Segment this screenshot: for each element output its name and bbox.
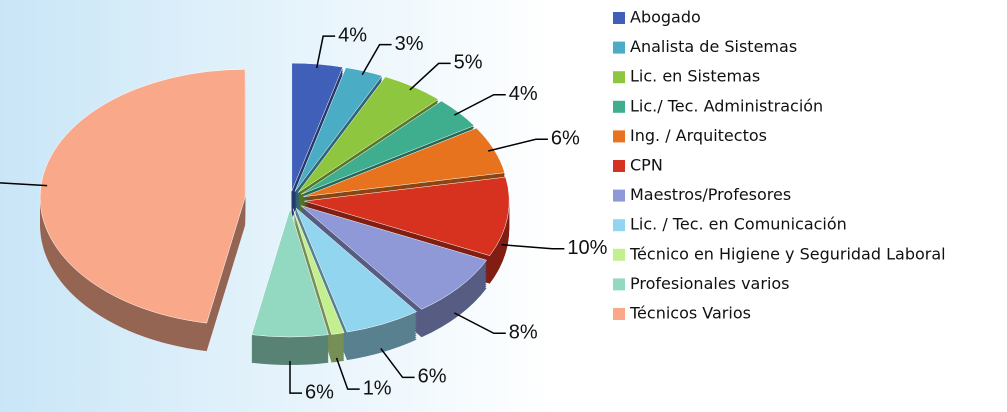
slice bbox=[251, 208, 329, 338]
slice bbox=[292, 208, 345, 335]
leader-line bbox=[315, 35, 336, 69]
legend-swatch bbox=[613, 100, 625, 113]
data-label: 8% bbox=[509, 322, 538, 344]
legend-swatch bbox=[613, 12, 625, 24]
legend-swatch bbox=[613, 71, 625, 84]
legend-swatch bbox=[613, 160, 625, 172]
leader-line bbox=[380, 347, 415, 379]
legend-label: Lic. / Tec. en Comunicación bbox=[630, 215, 847, 234]
legend-label: CPN bbox=[630, 156, 663, 175]
slice bbox=[304, 176, 510, 256]
legend-label: Abogado bbox=[630, 8, 701, 27]
leader-line bbox=[0, 182, 48, 187]
legend-swatch bbox=[613, 130, 625, 143]
legend-swatch bbox=[613, 308, 625, 320]
data-label: 6% bbox=[305, 381, 334, 403]
data-label: 5% bbox=[454, 52, 483, 74]
legend-label: Técnico en Higiene y Seguridad Laboral bbox=[629, 244, 946, 263]
legend-label: Maestros/Profesores bbox=[630, 185, 791, 204]
data-label: 10% bbox=[567, 237, 607, 259]
legend-swatch bbox=[613, 248, 625, 261]
leader-line bbox=[409, 62, 451, 91]
leader-line bbox=[289, 361, 302, 394]
data-label: 1% bbox=[363, 377, 392, 399]
leader-line bbox=[335, 357, 360, 390]
legend-swatch bbox=[613, 278, 625, 291]
leader-line bbox=[361, 43, 392, 76]
legend-label: Ing. / Arquitectos bbox=[630, 126, 767, 145]
legend-swatch bbox=[613, 219, 625, 232]
legend-swatch bbox=[613, 41, 625, 54]
data-label: 6% bbox=[418, 366, 447, 388]
slice bbox=[295, 207, 418, 333]
slice bbox=[300, 205, 487, 310]
leader-line bbox=[501, 243, 565, 250]
legend-label: Analista de Sistemas bbox=[630, 37, 797, 56]
data-label: 6% bbox=[551, 127, 580, 149]
leader-line bbox=[488, 138, 548, 152]
legend-label: Lic./ Tec. Administración bbox=[630, 96, 823, 115]
legend-label: Profesionales varios bbox=[630, 274, 790, 293]
data-label: 4% bbox=[509, 83, 538, 105]
leader-line bbox=[453, 93, 506, 116]
legend-label: Técnicos Varios bbox=[629, 304, 751, 323]
legend-label: Lic. en Sistemas bbox=[630, 67, 760, 86]
data-label: 4% bbox=[338, 24, 367, 46]
legend-swatch bbox=[613, 189, 625, 202]
data-label: 3% bbox=[395, 33, 424, 55]
leader-line bbox=[453, 312, 506, 335]
